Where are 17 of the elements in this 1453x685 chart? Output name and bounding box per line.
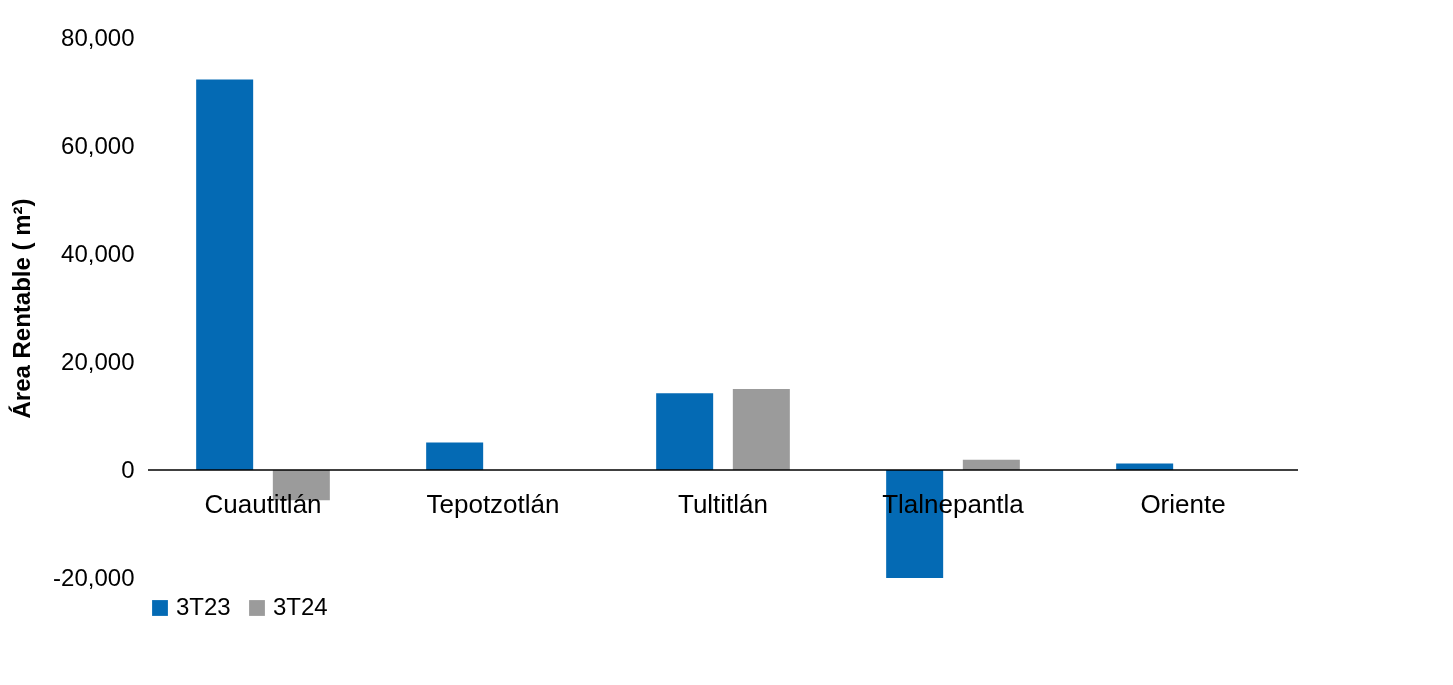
legend-label: 3T24 [273, 593, 328, 620]
bar [196, 79, 254, 470]
y-tick-label: 80,000 [61, 23, 135, 51]
bar [732, 389, 790, 470]
y-tick-label: 0 [121, 455, 135, 483]
bar [426, 442, 484, 470]
x-tick-label: Tepotzotlán [426, 489, 560, 519]
y-tick-label: 20,000 [61, 347, 135, 375]
y-axis-title: Área Rentable ( m²) [8, 198, 36, 419]
x-tick-label: Oriente [1140, 489, 1226, 519]
y-tick-label: -20,000 [53, 563, 135, 591]
y-tick-label: 60,000 [61, 131, 135, 159]
x-tick-label: Tultitlán [677, 489, 769, 519]
x-tick-label: Cuautitlán [204, 489, 322, 519]
bar [656, 393, 714, 470]
y-tick-label: 40,000 [61, 239, 135, 267]
legend-label: 3T23 [176, 593, 231, 620]
